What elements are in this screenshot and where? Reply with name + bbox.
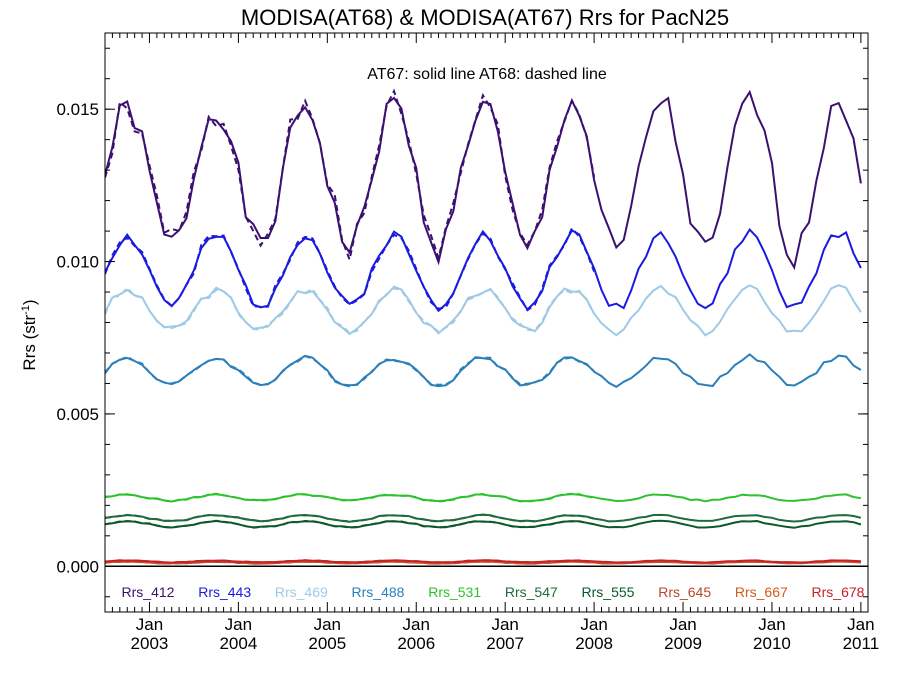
x-tick-label-year: 2010 [753, 634, 791, 653]
y-tick-label: 0.000 [56, 557, 99, 576]
legend-item-Rrs_555: Rrs_555 [582, 584, 635, 600]
x-tick-label-month: Jan [580, 615, 607, 634]
x-tick-label-month: Jan [314, 615, 341, 634]
plot-frame [104, 32, 869, 613]
series-line-at68-Rrs_547 [105, 513, 595, 523]
series-line-at67-Rrs_469 [105, 284, 862, 337]
y-tick-label: 0.015 [56, 100, 99, 119]
x-tick-label-month: Jan [669, 615, 696, 634]
x-tick-label-month: Jan [225, 615, 252, 634]
x-tick-label-year: 2009 [664, 634, 702, 653]
series-line-at67-Rrs_678 [105, 559, 861, 564]
series-line-at68-Rrs_488 [105, 355, 595, 388]
x-tick-label-year: 2004 [219, 634, 257, 653]
series-line-at68-Rrs_412 [105, 88, 596, 264]
legend-item-Rrs_443: Rrs_443 [198, 584, 251, 600]
legend: Rrs_412 Rrs_443 Rrs_469 Rrs_488 Rrs_531 Rrs_5… [122, 584, 865, 600]
x-tick-label-month: Jan [136, 615, 163, 634]
legend-item-Rrs_469: Rrs_469 [275, 584, 328, 600]
series-lines [105, 88, 868, 568]
legend-item-Rrs_547: Rrs_547 [505, 584, 558, 600]
x-tick-label-year: 2008 [575, 634, 613, 653]
series-line-at67-Rrs_443 [105, 227, 862, 313]
plot-area [105, 88, 868, 568]
y-tick-label: 0.010 [56, 253, 99, 272]
series-line-at68-Rrs_443 [105, 226, 596, 312]
chart-title: MODISA(AT68) & MODISA(AT67) Rrs for PacN… [241, 5, 729, 30]
svg-text:Rrs (str-1): Rrs (str-1) [20, 299, 39, 370]
x-tick-label-month: Jan [758, 615, 785, 634]
series-line-at68-Rrs_531 [105, 492, 595, 503]
x-tick-label-year: 2006 [397, 634, 435, 653]
series-line-at68-Rrs_469 [105, 286, 595, 334]
series-line-at67-Rrs_412 [105, 89, 862, 271]
series-line-at68-Rrs_678 [105, 559, 595, 564]
x-tick-label-year: 2005 [308, 634, 346, 653]
legend-item-Rrs_667: Rrs_667 [735, 584, 788, 600]
x-tick-label-year: 2007 [486, 634, 524, 653]
y-axis-label-close: ) [20, 299, 39, 305]
series-line-at68-Rrs_555 [105, 519, 595, 529]
chart-annotation: AT67: solid line AT68: dashed line [367, 66, 607, 83]
legend-item-Rrs_488: Rrs_488 [352, 584, 405, 600]
x-tick-label-month: Jan [403, 615, 430, 634]
y-tick-label: 0.005 [56, 405, 99, 424]
x-tick-label-year: 2011 [843, 634, 880, 653]
legend-item-Rrs_645: Rrs_645 [658, 584, 711, 600]
x-tick-label-month: Jan [491, 615, 518, 634]
legend-item-Rrs_531: Rrs_531 [428, 584, 481, 600]
x-tick-label-month: Jan [847, 615, 874, 634]
y-axis-label-superscript: -1 [20, 305, 32, 315]
y-axis-label-text: Rrs (str [20, 315, 39, 371]
axes: 0.0000.0050.0100.015Jan2003Jan2004Jan200… [56, 32, 880, 653]
legend-item-Rrs_678: Rrs_678 [812, 584, 865, 600]
x-tick-label-year: 2003 [131, 634, 169, 653]
legend-item-Rrs_412: Rrs_412 [122, 584, 175, 600]
y-axis-label: Rrs (str-1) [20, 299, 39, 370]
